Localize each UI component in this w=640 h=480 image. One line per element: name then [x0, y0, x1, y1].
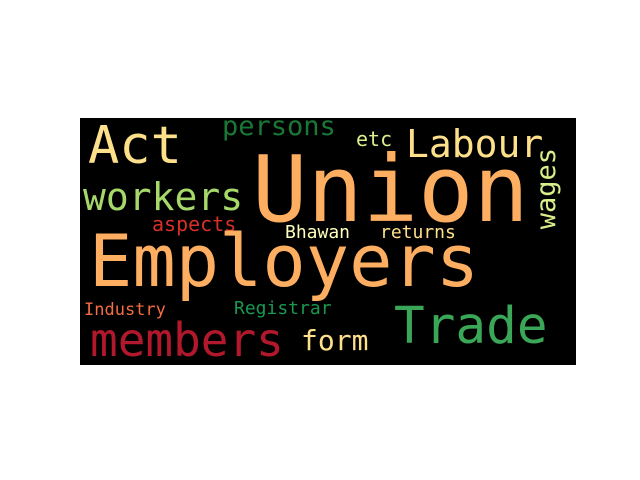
word-act: Act — [88, 118, 182, 176]
word-aspects: aspects — [152, 212, 237, 236]
word-bhawan: Bhawan — [285, 222, 351, 243]
word-employers: Employers — [89, 219, 480, 303]
word-persons: persons — [222, 118, 336, 142]
word-form: form — [301, 324, 369, 357]
word-members: members — [90, 313, 284, 365]
word-industry: Industry — [84, 300, 166, 320]
word-cloud-panel: Industry Registrar aspects Bhawan return… — [80, 118, 576, 365]
word-etc: etc — [356, 127, 393, 151]
word-trade: Trade — [394, 297, 548, 356]
word-registrar: Registrar — [234, 298, 332, 319]
word-union: Union — [252, 136, 529, 243]
word-returns: returns — [380, 222, 456, 243]
word-labour: Labour — [406, 122, 544, 166]
word-workers: workers — [83, 175, 244, 219]
